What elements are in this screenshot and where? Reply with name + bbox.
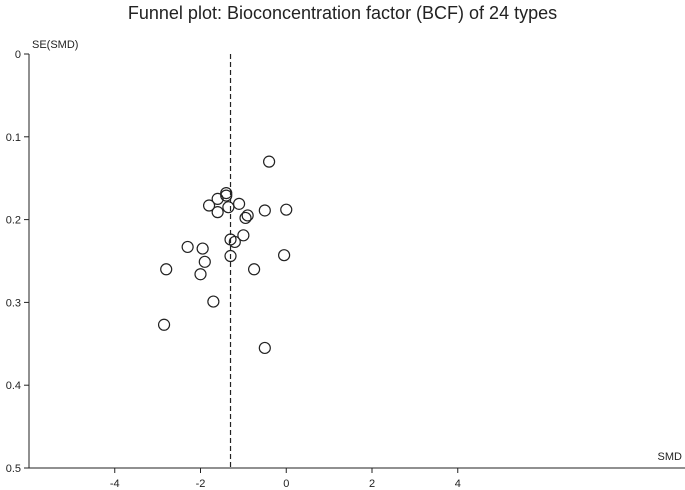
- x-tick-label: 0: [283, 478, 289, 490]
- data-point: [247, 263, 261, 276]
- axes: [28, 54, 685, 469]
- data-point: [280, 203, 293, 216]
- data-point: [263, 155, 276, 168]
- data-point: [224, 233, 237, 246]
- y-tick-label: 0.1: [6, 132, 21, 144]
- data-point: [220, 189, 233, 202]
- data-point: [202, 199, 216, 212]
- x-tick-label: 2: [369, 478, 375, 490]
- y-tick-label: 0.3: [6, 297, 21, 309]
- axis-labels: SE(SMD) SMD: [32, 39, 682, 463]
- data-point: [160, 263, 173, 276]
- data-point: [194, 268, 207, 281]
- data-point: [211, 192, 224, 205]
- x-tick-label: -4: [110, 478, 120, 490]
- data-point: [181, 240, 194, 254]
- data-point: [258, 204, 271, 217]
- data-point: [258, 341, 271, 355]
- x-tick-label: -2: [196, 478, 206, 490]
- data-point: [224, 249, 237, 263]
- data-point: [237, 229, 250, 242]
- data-point: [239, 211, 252, 225]
- y-tick-label: 0.5: [6, 463, 21, 475]
- data-point: [241, 209, 254, 222]
- data-point: [222, 201, 235, 214]
- data-points: [157, 155, 293, 355]
- axis-ticks: 0 0.1 0.2 0.3 0.4 0.5 -4 -2 0 2 4: [6, 49, 461, 490]
- x-tick-label: 4: [455, 478, 461, 490]
- data-point: [207, 295, 220, 308]
- data-point: [198, 255, 211, 268]
- data-point: [278, 249, 291, 262]
- data-point: [196, 242, 209, 255]
- data-point: [211, 206, 224, 219]
- data-point: [157, 318, 171, 331]
- y-axis-label: SE(SMD): [32, 39, 78, 51]
- y-tick-label: 0.2: [6, 215, 21, 227]
- x-axis-label: SMD: [658, 451, 683, 463]
- y-tick-label: 0: [15, 49, 21, 61]
- data-point: [232, 197, 246, 210]
- chart-title: Funnel plot: Bioconcentration factor (BC…: [127, 3, 558, 23]
- y-tick-label: 0.4: [6, 380, 21, 392]
